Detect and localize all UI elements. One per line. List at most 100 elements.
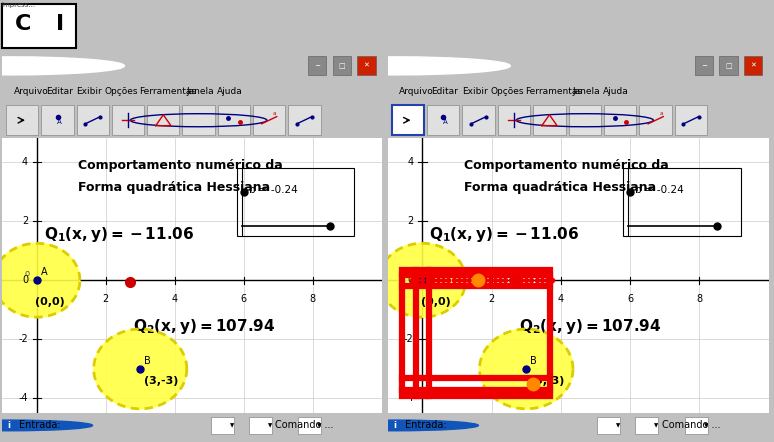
Bar (675, 105, 707, 135)
Text: A: A (426, 267, 433, 277)
Text: ✕: ✕ (364, 63, 369, 69)
Text: 0: 0 (408, 275, 414, 285)
Text: Comportamento numérico da: Comportamento numérico da (78, 159, 283, 172)
Bar (358, 56, 375, 76)
Text: Comando ...: Comando ... (662, 420, 721, 431)
Text: B: B (145, 356, 151, 366)
Text: a: a (659, 111, 663, 116)
Bar (2, 4, 76, 48)
Bar (685, 417, 707, 434)
Text: A: A (41, 267, 47, 277)
Text: Exibir: Exibir (77, 87, 102, 96)
Bar (288, 105, 320, 135)
Bar (745, 56, 762, 76)
Text: 8: 8 (697, 293, 703, 304)
Text: Entrada:: Entrada: (19, 420, 61, 431)
Text: i: i (8, 421, 11, 430)
Text: Comportamento numérico da: Comportamento numérico da (464, 159, 669, 172)
Text: GeoGebra (1): GeoGebra (1) (409, 61, 488, 71)
Text: 4: 4 (172, 293, 178, 304)
Bar (462, 105, 495, 135)
Text: ▼: ▼ (616, 423, 621, 428)
Polygon shape (94, 329, 187, 409)
Bar (402, 270, 550, 396)
Polygon shape (379, 243, 466, 317)
Text: 2: 2 (407, 216, 414, 226)
Text: $\bf{Q_1(x,y)=-11.06}$: $\bf{Q_1(x,y)=-11.06}$ (430, 225, 580, 244)
Circle shape (0, 57, 125, 75)
Circle shape (311, 420, 478, 431)
Text: Janela: Janela (573, 87, 600, 96)
Text: ✕: ✕ (751, 63, 756, 69)
Bar (253, 105, 286, 135)
Text: ▼: ▼ (268, 423, 272, 428)
Text: 4: 4 (22, 157, 28, 167)
Text: I: I (57, 15, 64, 34)
Text: 2: 2 (22, 216, 28, 226)
Bar (392, 105, 424, 135)
Text: 8: 8 (310, 293, 316, 304)
Bar (298, 417, 321, 434)
Text: i: i (393, 421, 396, 430)
Text: -4: -4 (404, 393, 414, 404)
Bar (635, 417, 658, 434)
Text: o: o (410, 269, 416, 278)
Text: Arquivo: Arquivo (14, 87, 49, 96)
Bar (695, 56, 713, 76)
Bar (604, 105, 636, 135)
Text: Ferramentas: Ferramentas (525, 87, 582, 96)
Text: ─: ─ (702, 63, 706, 69)
Polygon shape (480, 329, 573, 409)
Text: Editar: Editar (432, 87, 458, 96)
Text: Forma quadrática Hessiana: Forma quadrática Hessiana (464, 181, 656, 194)
Text: (3,-3): (3,-3) (530, 376, 565, 386)
Bar (237, 168, 354, 236)
Text: 0: 0 (22, 275, 28, 285)
Bar (623, 168, 741, 236)
Text: ▼: ▼ (317, 423, 321, 428)
Text: GeoGebra (1): GeoGebra (1) (23, 61, 102, 71)
Text: $\bf{Q_1(x,y)=-11.06}$: $\bf{Q_1(x,y)=-11.06}$ (43, 225, 194, 244)
Polygon shape (0, 243, 80, 317)
Text: -4: -4 (19, 393, 28, 404)
Bar (183, 105, 214, 135)
Text: b = -0.24: b = -0.24 (635, 185, 684, 195)
Text: ▼: ▼ (704, 423, 708, 428)
Circle shape (282, 57, 510, 75)
Bar (598, 417, 620, 434)
Bar (217, 105, 250, 135)
Text: 4: 4 (558, 293, 564, 304)
Text: a: a (273, 111, 276, 116)
Bar (427, 105, 459, 135)
Text: ▼: ▼ (230, 423, 234, 428)
Text: Forma quadrática Hessiana: Forma quadrática Hessiana (78, 181, 270, 194)
Bar (41, 105, 74, 135)
Text: B: B (530, 356, 537, 366)
Text: Exibir: Exibir (462, 87, 488, 96)
Bar (147, 105, 180, 135)
Text: -2: -2 (404, 334, 414, 344)
Text: A: A (443, 119, 447, 125)
Text: ─: ─ (315, 63, 319, 69)
Bar (569, 105, 601, 135)
Text: 2: 2 (103, 293, 109, 304)
Bar (211, 417, 234, 434)
Text: o: o (25, 269, 30, 278)
Text: Ajuda: Ajuda (217, 87, 242, 96)
Text: 6: 6 (241, 293, 247, 304)
Text: Arquivo: Arquivo (399, 87, 434, 96)
Text: □: □ (338, 63, 345, 69)
Bar (639, 105, 672, 135)
Bar (533, 105, 566, 135)
Text: □: □ (725, 63, 732, 69)
Bar (6, 105, 39, 135)
Text: (0,0): (0,0) (420, 297, 450, 306)
Text: C: C (15, 15, 32, 34)
Text: Ajuda: Ajuda (603, 87, 628, 96)
Bar (112, 105, 144, 135)
Bar (720, 56, 738, 76)
Text: (0,0): (0,0) (35, 297, 65, 306)
Text: $\bf{Q_2(x,y)=107.94}$: $\bf{Q_2(x,y)=107.94}$ (133, 316, 276, 335)
Text: Ferramentas: Ferramentas (139, 87, 196, 96)
Text: 6: 6 (627, 293, 633, 304)
